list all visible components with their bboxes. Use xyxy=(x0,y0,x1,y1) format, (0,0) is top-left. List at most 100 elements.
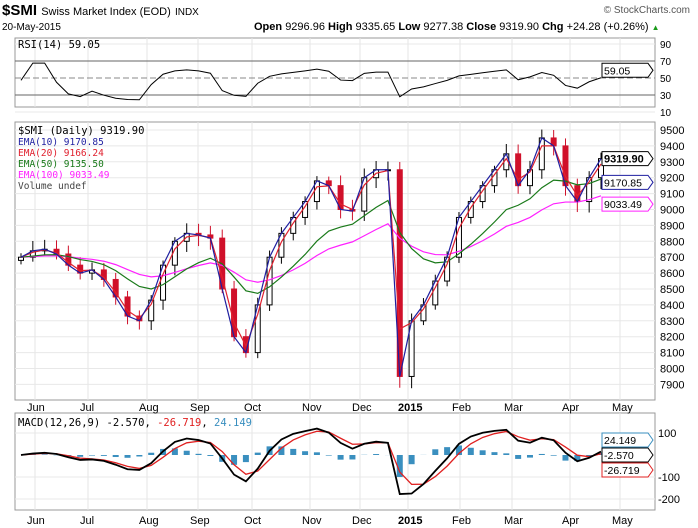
panel-frame xyxy=(14,121,656,401)
y-tick-label: 9200 xyxy=(660,173,684,185)
macd-hist-bar xyxy=(195,453,202,455)
ema20-line xyxy=(20,145,602,348)
y-tick-label: 9300 xyxy=(660,157,684,169)
x-tick-label: Sep xyxy=(190,402,210,414)
y-tick-label: 8300 xyxy=(660,316,684,328)
macd-hist-bar xyxy=(290,448,297,455)
macd-hist-bar xyxy=(503,453,510,455)
y-tick-label: 8700 xyxy=(660,252,684,264)
ema10-tag: 9170.85 xyxy=(604,177,642,189)
rsi-tick-label: 90 xyxy=(660,40,672,51)
x-tick-label-bottom: Aug xyxy=(139,515,159,527)
low-label: Low xyxy=(398,21,421,33)
macd-hist-bar xyxy=(574,455,581,462)
macd-hist-bar xyxy=(432,449,439,455)
macd-line xyxy=(20,427,602,495)
rsi-tag-box xyxy=(601,62,654,78)
x-tick-label: May xyxy=(612,402,633,414)
macd-title: MACD(12,26,9) xyxy=(18,417,101,429)
signal-tag-box xyxy=(601,462,654,478)
y-tick-label: 9000 xyxy=(660,205,684,217)
macd-hist-bar xyxy=(455,445,462,455)
macd-hist-bar xyxy=(373,454,380,455)
x-tick-label-bottom: Oct xyxy=(244,515,261,527)
x-tick-label-bottom: Jul xyxy=(80,515,94,527)
y-tick-label: 8500 xyxy=(660,284,684,296)
y-tick-label: 9100 xyxy=(660,189,684,201)
hist-tag-box xyxy=(601,432,654,448)
high-label: High xyxy=(328,21,353,33)
x-tick-label: Jul xyxy=(80,402,94,414)
rsi-line xyxy=(20,62,602,101)
ema100-tag-box xyxy=(601,196,654,212)
rsi-tick-label: 70 xyxy=(660,57,672,68)
x-tick-label: Jun xyxy=(27,402,45,414)
macd-hist-bar xyxy=(112,455,119,458)
legend-price: $SMI (Daily) 9319.90 xyxy=(18,125,145,137)
macd-hist-bar xyxy=(491,452,498,455)
macd-hist-bar xyxy=(124,455,131,458)
rsi-legend: RSI(14) 59.05 xyxy=(18,39,101,51)
chart-title: $SMI Swiss Market Index (EOD) INDX xyxy=(2,2,199,21)
x-tick-label: Mar xyxy=(504,402,523,414)
macd-hist-bar xyxy=(171,448,178,455)
legend-ema10: EMA(10) 9170.85 xyxy=(18,137,104,148)
hist-tag: 24.149 xyxy=(604,435,636,447)
x-tick-label: Feb xyxy=(452,402,471,414)
macd-value: -2.570 xyxy=(106,417,145,429)
high-value: 9335.65 xyxy=(355,21,396,33)
macd-hist-bar xyxy=(207,455,214,456)
macd-hist-bar xyxy=(408,455,415,465)
date: 20-May-2015 xyxy=(2,22,61,33)
close-tag-box xyxy=(601,151,654,167)
macd-hist-bar xyxy=(349,455,356,460)
symbol: $SMI xyxy=(2,2,38,19)
price-legend: $SMI (Daily) 9319.90 EMA(10) 9170.85 EMA… xyxy=(18,125,145,193)
signal-value: -26.719 xyxy=(157,417,202,429)
macd-hist-bar xyxy=(183,450,190,455)
y-tick-label: 8400 xyxy=(660,300,684,312)
macd-hist-bar xyxy=(515,455,522,459)
macd-hist-bar xyxy=(526,455,533,458)
macd-hist-bar xyxy=(337,455,344,460)
ema50-line xyxy=(20,178,602,295)
x-tick-label: Nov xyxy=(302,402,322,414)
macd-hist-bar xyxy=(444,447,451,455)
x-tick-label-bottom: 2015 xyxy=(398,515,422,527)
x-tick-label-bottom: Jun xyxy=(27,515,45,527)
macd-hist-bar xyxy=(231,455,238,465)
open-label: Open xyxy=(254,21,283,33)
macd-hist-bar xyxy=(278,446,285,455)
macd-hist-bar xyxy=(77,455,84,457)
macd-tick-label: -200 xyxy=(658,494,680,506)
macd-hist-bar xyxy=(550,455,557,456)
legend-ema50: EMA(50) 9135.50 xyxy=(18,159,104,170)
x-tick-label-bottom: Nov xyxy=(302,515,322,527)
x-tick-label-bottom: Sep xyxy=(190,515,210,527)
index-name: Swiss Market Index (EOD) xyxy=(41,6,171,18)
macd-hist-bar xyxy=(254,452,261,455)
x-tick-label-bottom: May xyxy=(612,515,633,527)
macd-tag-box xyxy=(601,447,654,463)
low-value: 9277.38 xyxy=(423,21,464,33)
macd-hist-bar xyxy=(100,455,107,456)
chg-label: Chg xyxy=(542,21,564,33)
x-tick-label-bottom: Apr xyxy=(562,515,579,527)
y-tick-label: 8100 xyxy=(660,348,684,360)
legend-ema100: EMA(100) 9033.49 xyxy=(18,170,110,181)
legend-volume: Volume undef xyxy=(18,181,87,192)
rsi-tag: 59.05 xyxy=(604,65,630,77)
signal-line xyxy=(20,430,602,485)
y-tick-label: 8800 xyxy=(660,236,684,248)
close-value: 9319.90 xyxy=(499,21,540,33)
macd-hist-bar xyxy=(313,452,320,455)
y-tick-label: 8200 xyxy=(660,332,684,344)
x-tick-label: Aug xyxy=(139,402,159,414)
open-value: 9296.96 xyxy=(285,21,325,33)
macd-hist-bar xyxy=(325,455,332,456)
rsi-tick-label: 30 xyxy=(660,91,672,102)
copyright: © StockCharts.com xyxy=(603,5,690,16)
y-tick-label: 8600 xyxy=(660,268,684,280)
signal-tag: -26.719 xyxy=(604,465,640,477)
